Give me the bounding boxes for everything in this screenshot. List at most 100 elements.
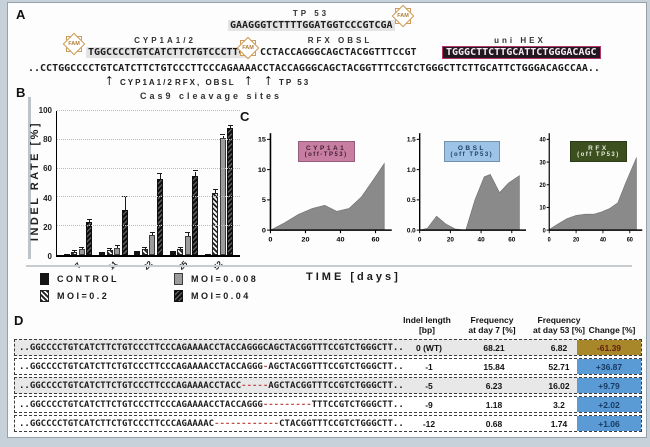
tp53-label: TP 53 xyxy=(292,9,330,18)
sequence-cell: ..GGCCCCTGTCATCTTCTGTCCCTTCCCAGAAAAC----… xyxy=(19,419,404,429)
cyp1a1-label: CYP1A1/2 xyxy=(134,36,196,45)
bar xyxy=(204,111,211,255)
table-row: ..GGCCCCTGTCATCTTCTGTCCCTTCCCAGAAAACCTAC… xyxy=(14,358,642,375)
col-header-indel-length: Indel length [bp] xyxy=(403,315,451,336)
panel-c-label: C xyxy=(240,109,250,124)
panel-b-label: B xyxy=(16,85,26,100)
svg-text:20: 20 xyxy=(573,236,580,244)
y-tick-label: 40 xyxy=(43,193,52,203)
bar-group xyxy=(134,111,163,255)
cas9-caption: Cas9 cleavage sites xyxy=(140,91,283,101)
error-bar-cap xyxy=(149,231,155,233)
y-tick-label: 20 xyxy=(43,222,52,232)
bar xyxy=(192,111,198,255)
svg-text:20: 20 xyxy=(447,236,454,243)
genomic-sequence: ..CCTGGCCCCTGTCATCTTCTGTCCCTTCCCAGAAAACC… xyxy=(28,63,600,74)
legend-label: MOI=0.008 xyxy=(191,273,259,284)
svg-text:40: 40 xyxy=(336,237,344,244)
error-bar xyxy=(187,233,189,237)
table-row: ..GGCCCCTGTCATCTTCTGTCCCTTCCCAGAAAAC----… xyxy=(14,415,642,432)
error-bar xyxy=(81,248,83,250)
bar xyxy=(212,111,219,255)
legend-item: CONTROL xyxy=(40,271,158,286)
svg-text:40: 40 xyxy=(478,236,485,243)
uni-hex-label: uni HEX xyxy=(494,36,546,45)
svg-text:15: 15 xyxy=(258,137,266,144)
error-bar-cap xyxy=(220,134,226,136)
freq-day7-cell: 1.18 xyxy=(485,400,503,410)
svg-text:20: 20 xyxy=(540,182,547,190)
separator-line xyxy=(26,265,632,267)
error-bar xyxy=(124,197,126,211)
error-bar xyxy=(159,174,161,179)
svg-text:10: 10 xyxy=(540,204,547,212)
bar xyxy=(121,111,128,255)
sequence-cell: ..GGCCCCTGTCATCTTCTGTCCCTTCCCAGAAAACCTAC… xyxy=(19,343,404,353)
bar xyxy=(141,111,148,255)
legend-swatch-icon xyxy=(174,289,183,302)
bar-plot-area xyxy=(57,111,240,255)
cleavage-arrow-icon: ↑ xyxy=(263,70,274,89)
error-bar-cap xyxy=(142,247,148,249)
error-bar-cap xyxy=(212,189,218,191)
freq-day53-cell: 52.71 xyxy=(548,362,570,372)
deletion-dashes: - xyxy=(262,362,269,372)
svg-text:0.5: 0.5 xyxy=(407,197,416,204)
legend-swatch-icon xyxy=(40,272,49,285)
cyp1a1-sequence: TGGCCCCTGTCATCTTCTGTCCCTTC xyxy=(86,47,247,58)
error-bar-cap xyxy=(79,247,85,249)
bar-legend: CONTROL MOI=0.2 MOI=0.008 MOI=0.04 xyxy=(40,271,258,303)
error-bar-cap xyxy=(192,170,198,172)
bar xyxy=(86,111,93,255)
chart-header-badge: OBSL (off TP53) xyxy=(443,141,501,162)
error-bar-cap xyxy=(86,218,92,220)
indel-table-rows: ..GGCCCCTGTCATCTTCTGTCCCTTCCCAGAAAACCTAC… xyxy=(14,339,642,432)
bar-group xyxy=(204,111,234,255)
y-tick-label: 60 xyxy=(43,164,52,174)
bar xyxy=(227,111,234,255)
bar xyxy=(106,111,113,255)
bar xyxy=(149,111,156,255)
error-bar-cap xyxy=(185,232,190,234)
bar xyxy=(169,111,176,255)
col-header-change: Change [%] xyxy=(588,325,636,335)
legend-label: MOI=0.04 xyxy=(191,290,251,301)
bar xyxy=(99,111,105,255)
bar-group xyxy=(63,111,93,255)
svg-text:0: 0 xyxy=(418,236,422,243)
legend-swatch-icon xyxy=(174,272,183,285)
svg-text:0: 0 xyxy=(268,237,272,244)
change-cell: +36.87 xyxy=(577,359,641,374)
gridline xyxy=(57,167,240,169)
chart-title: CYP1A1 xyxy=(305,145,347,152)
svg-text:60: 60 xyxy=(627,236,634,244)
table-row: ..GGCCCCTGTCATCTTCTGTCCCTTCCCAGAAAACCTAC… xyxy=(14,339,642,356)
chart-title: OBSL xyxy=(457,145,486,152)
svg-text:0: 0 xyxy=(548,236,552,244)
indel-length-cell: -9 xyxy=(425,400,433,410)
bar xyxy=(177,111,183,255)
bar xyxy=(134,111,141,255)
rfx-obsl-label: RFX OBSL xyxy=(307,36,373,45)
change-cell: +1.06 xyxy=(577,416,641,431)
svg-text:10: 10 xyxy=(258,167,266,174)
change-cell: -61.39 xyxy=(577,340,641,355)
area-chart-svg: 0 10 20 30 40 0 20 40 60 xyxy=(540,133,643,244)
y-tick-label: 0 xyxy=(47,252,52,261)
svg-text:40: 40 xyxy=(540,136,547,144)
freq-day7-cell: 15.84 xyxy=(483,362,505,372)
divider-line xyxy=(28,97,31,259)
legend-item: MOI=0.2 xyxy=(40,288,158,303)
fam-star-icon: FAM xyxy=(391,4,415,28)
error-bar xyxy=(180,248,181,250)
area-chart-svg: 0 5 10 15 0 20 40 60 xyxy=(258,133,392,244)
error-bar xyxy=(117,246,118,248)
freq-day7-cell: 0.68 xyxy=(485,419,503,429)
table-row: ..GGCCCCTGTCATCTTCTGTCCCTTCCCAGAAAACCTAC… xyxy=(14,396,642,413)
error-bar-cap xyxy=(71,250,77,252)
sequence-cell: ..GGCCCCTGTCATCTTCTGTCCCTTCCCAGAAAACCTAC… xyxy=(19,400,404,410)
area-chart-obsl: 0.0 0.5 1.0 1.5 0 20 40 60 OBSL (off TP53) xyxy=(400,127,528,259)
bar xyxy=(71,111,78,255)
error-bar xyxy=(144,248,146,250)
y-tick-label: 100 xyxy=(38,106,52,115)
